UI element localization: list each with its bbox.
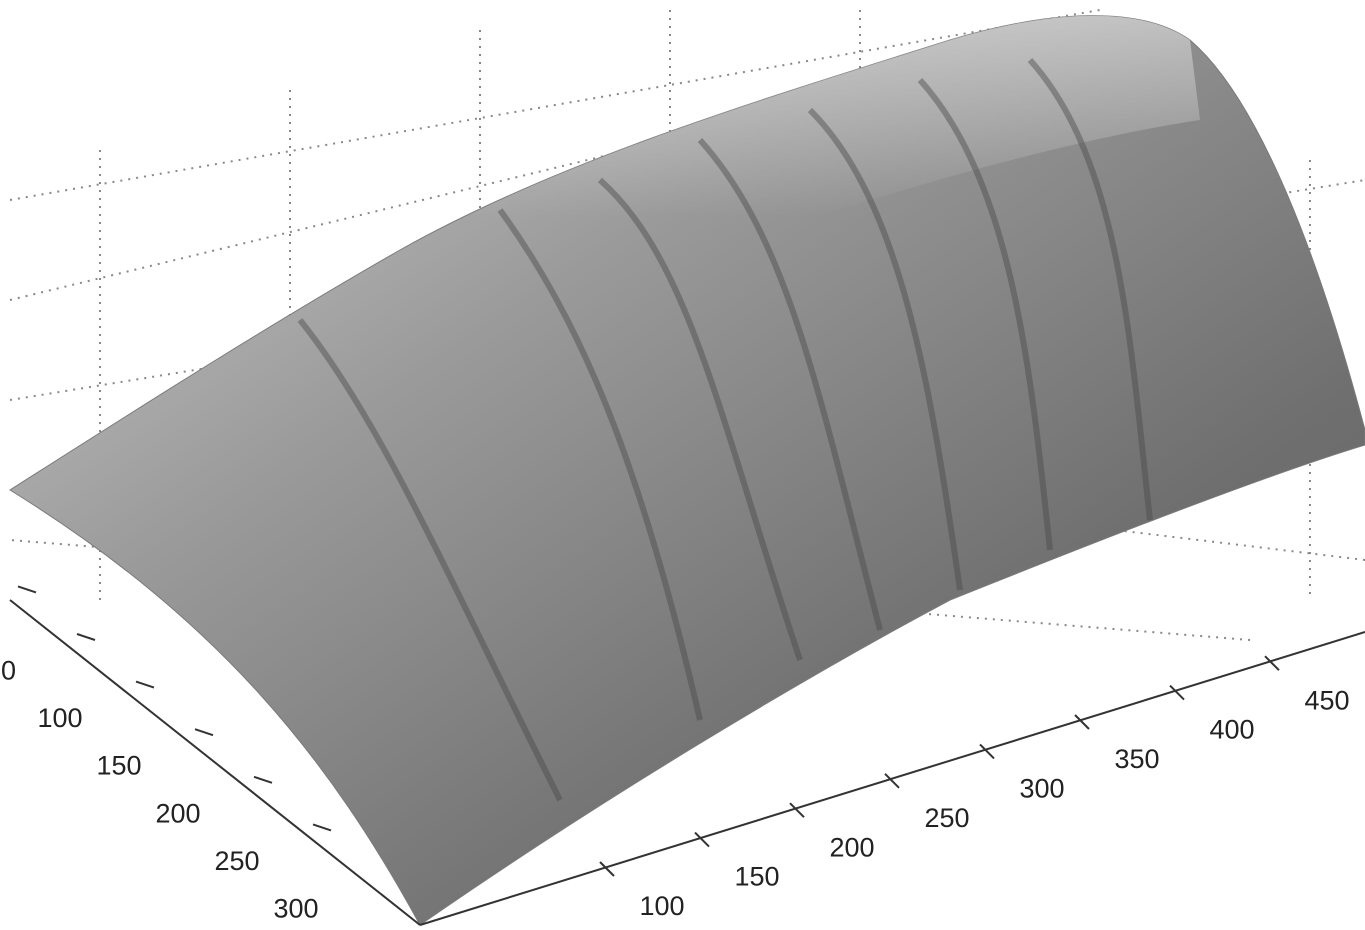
x-tick-label: 350 (1114, 744, 1159, 774)
y-tick-label: 300 (273, 894, 318, 924)
y-tick-label: 250 (214, 846, 259, 876)
y-tick (313, 824, 331, 830)
y-tick-label: 100 (37, 703, 82, 733)
y-tick (254, 777, 272, 783)
chart: 50 100 150 200 250 300 100 150 200 250 300 350 400 45… (0, 0, 1365, 930)
y-tick (18, 586, 36, 592)
y-tick-label: 200 (155, 798, 200, 828)
x-tick-label: 200 (829, 832, 874, 862)
y-tick-label: 150 (96, 751, 141, 781)
y-tick (136, 682, 154, 688)
x-tick-label: 250 (924, 803, 969, 833)
surface (10, 16, 1365, 925)
x-tick-label: 150 (734, 862, 779, 892)
x-tick-label: 300 (1019, 774, 1064, 804)
y-tick-label: 50 (0, 656, 16, 686)
x-tick-label: 400 (1209, 715, 1254, 745)
y-tick (195, 729, 213, 735)
page: {"chart_data": {"type": "surface3d", "yt… (0, 0, 1365, 930)
y-tick (77, 634, 95, 640)
x-tick-label: 450 (1304, 685, 1349, 715)
x-tick-label: 100 (639, 891, 684, 921)
